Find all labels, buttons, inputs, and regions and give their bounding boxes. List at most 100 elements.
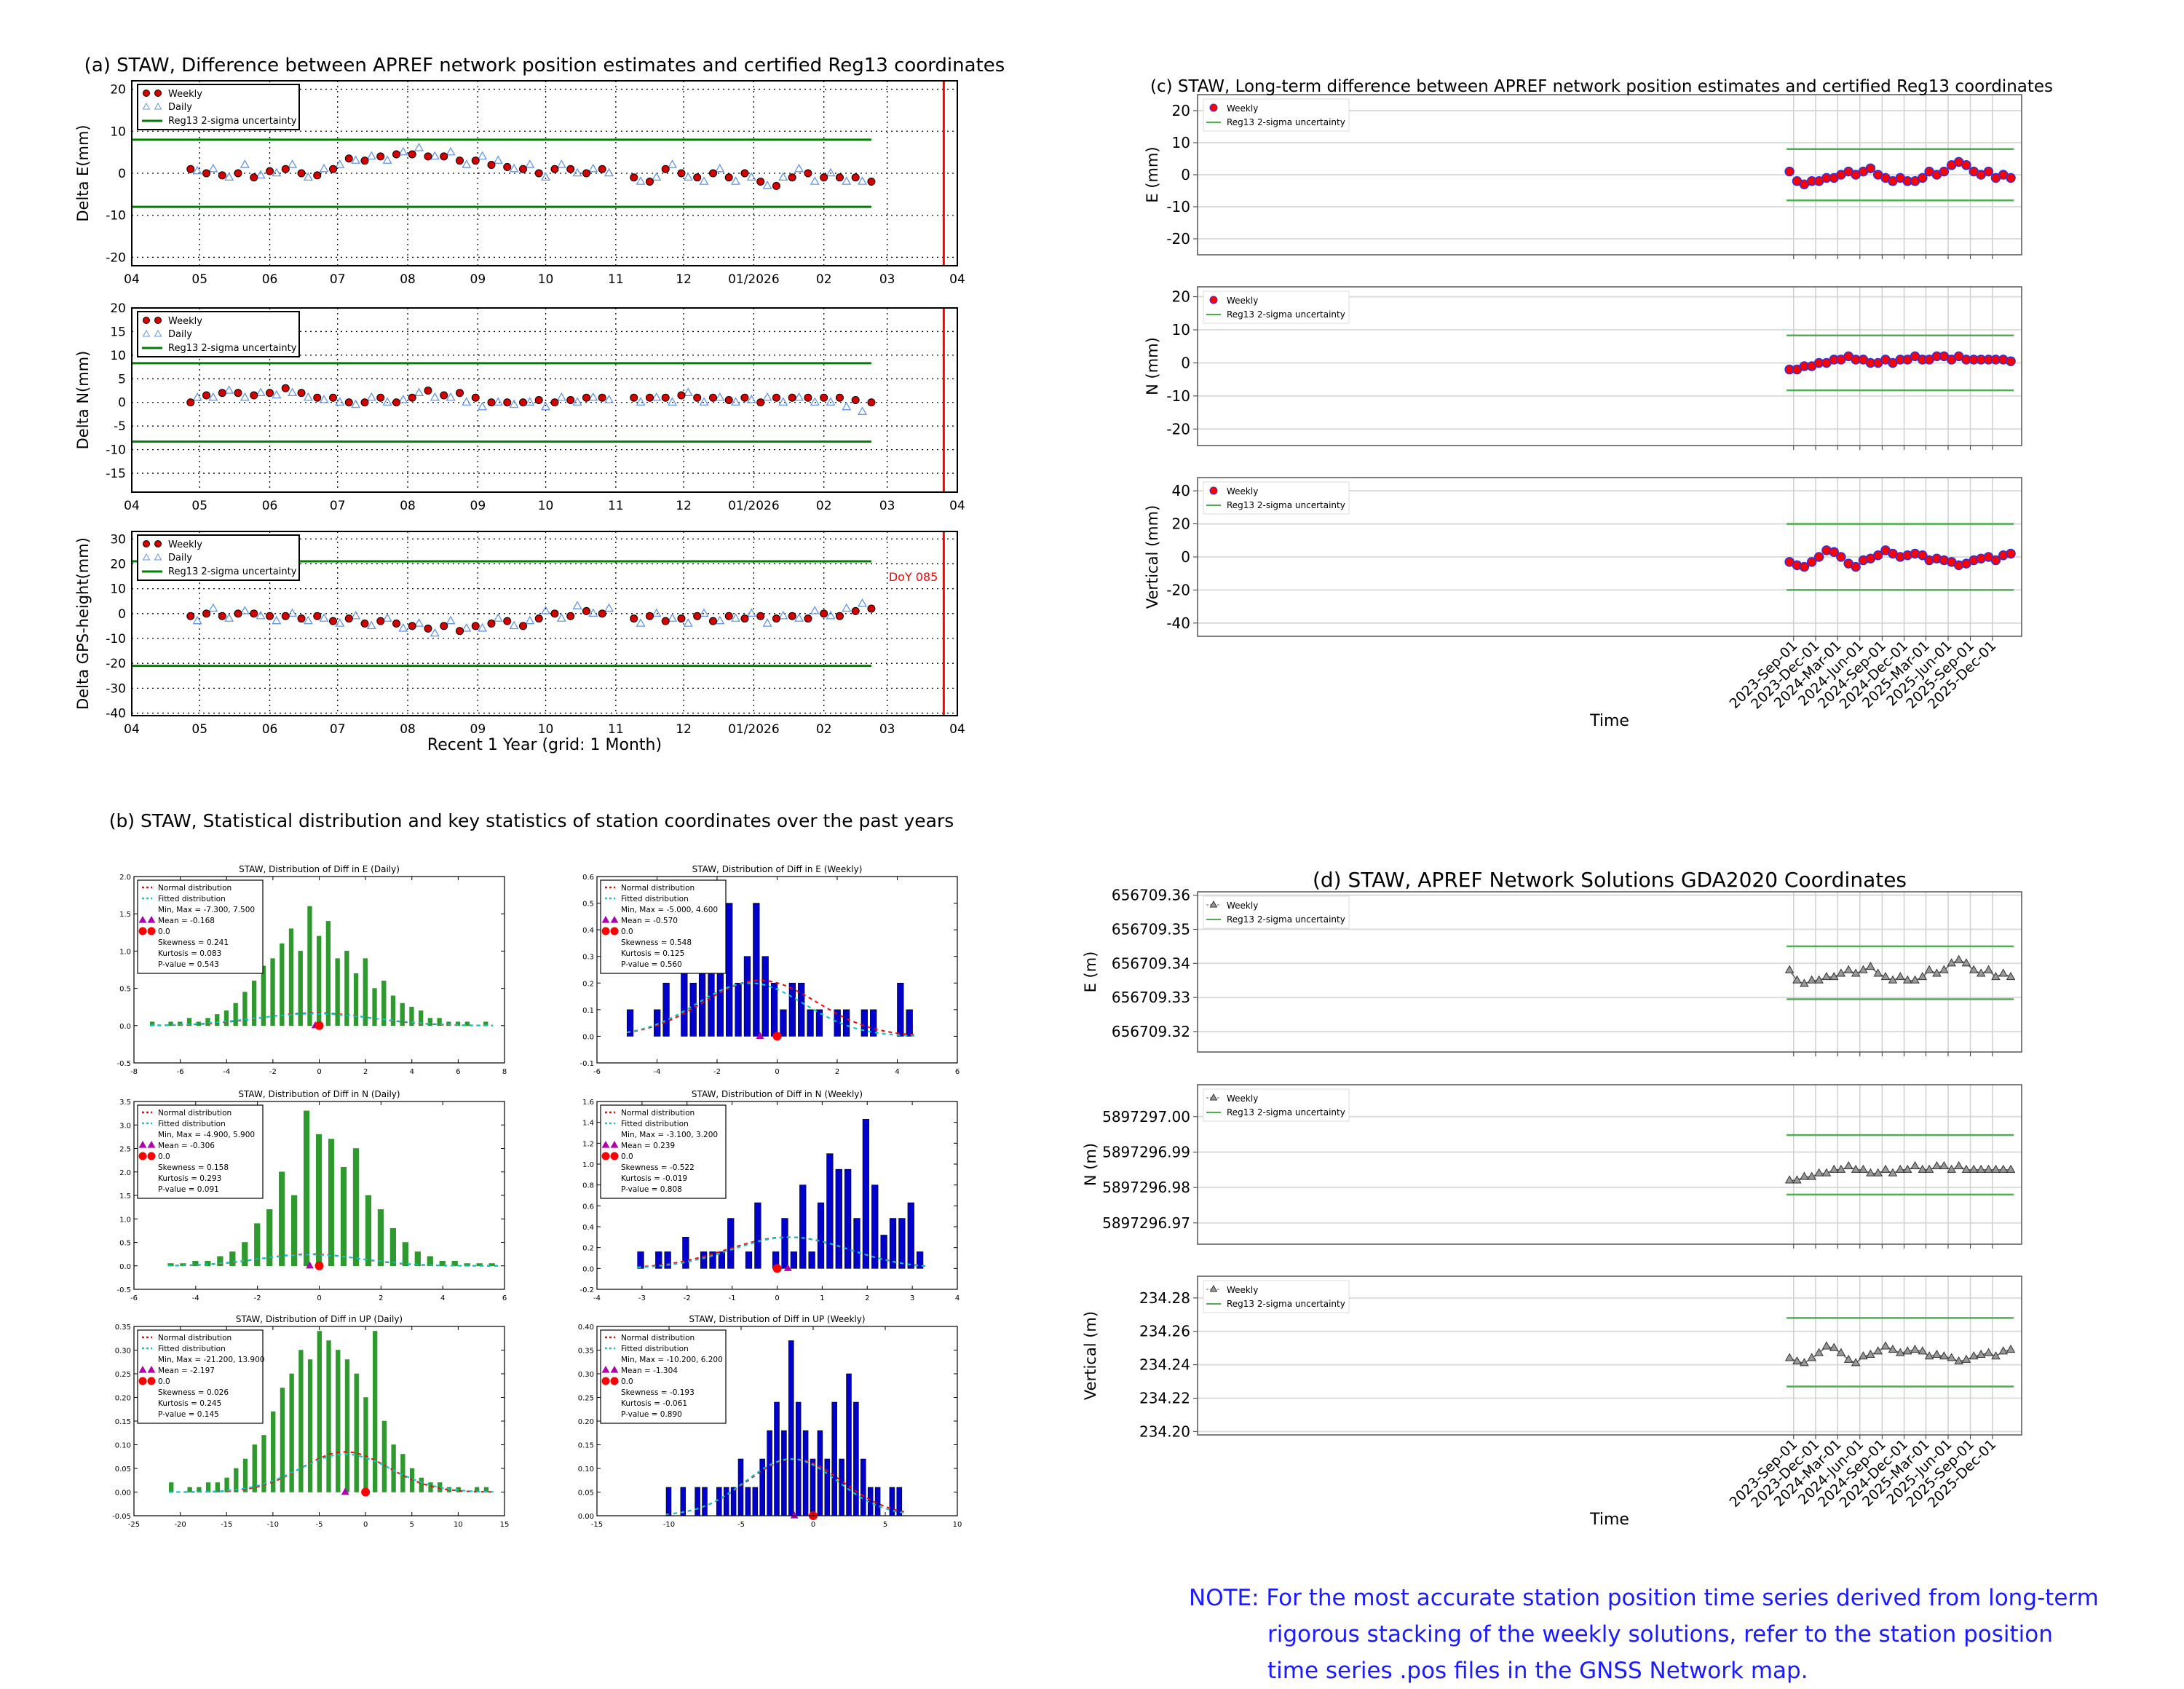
daily-point	[303, 392, 313, 401]
histogram-bar	[842, 1009, 850, 1037]
y-tick-label: 234.28	[1139, 1289, 1190, 1307]
panel-d: 656709.32 656709.33 656709.34 656709.35 6567…	[1082, 868, 2022, 1529]
y-tick-label: 0.1	[582, 1007, 594, 1015]
y-axis-label: N (m)	[1082, 1143, 1099, 1186]
histogram-bar	[242, 1458, 248, 1492]
daily-point	[668, 397, 678, 406]
legend-pvalue: P-value = 0.145	[158, 1410, 219, 1419]
legend-uncertainty: Reg13 2-sigma uncertainty	[1227, 1107, 1345, 1118]
axes-frame	[1197, 1275, 2022, 1436]
weekly-point	[1902, 1164, 1912, 1173]
y-tick-label: 3.0	[119, 1122, 131, 1130]
axes-frame	[1197, 94, 2022, 256]
legend-skewness: Skewness = 0.241	[158, 938, 229, 947]
weekly-point	[1851, 968, 1861, 977]
y-tick-label: 0.40	[578, 1324, 594, 1332]
long-term-subplot: -40-20020402023-Sep-012023-Dec-012024-Ma…	[1144, 477, 2022, 713]
legend-skewness: Skewness = -0.193	[621, 1388, 695, 1397]
daily-point	[699, 608, 709, 617]
weekly-point	[471, 157, 480, 165]
weekly-point	[582, 606, 590, 615]
fitted-distribution-curve	[627, 982, 916, 1037]
histogram-bar	[271, 1411, 276, 1492]
y-tick-label: -10	[1166, 387, 1190, 405]
weekly-marker-icon	[143, 317, 150, 324]
histogram-bar	[427, 1018, 433, 1027]
histogram-bar	[810, 1458, 816, 1516]
daily-point	[272, 167, 282, 177]
legend-kurtosis: Kurtosis = -0.061	[621, 1399, 687, 1408]
daily-point	[335, 159, 345, 168]
daily-point	[572, 167, 582, 177]
daily-point	[366, 151, 376, 160]
daily-point	[525, 615, 535, 625]
y-tick-label: 0.30	[578, 1371, 594, 1379]
weekly-point	[392, 150, 401, 159]
y-tick-label: 20	[110, 557, 126, 571]
weekly-point	[851, 173, 860, 182]
weekly-point	[1821, 1168, 1832, 1176]
weekly-point	[1799, 561, 1810, 572]
x-tick-label: 03	[879, 722, 895, 737]
weekly-point	[1866, 961, 1875, 970]
weekly-point	[1843, 1354, 1853, 1363]
legend-minmax: Min, Max = -21.200, 13.900	[158, 1356, 264, 1364]
legend-weekly: Weekly	[1227, 901, 1258, 911]
x-tick-label: -8	[130, 1068, 138, 1076]
daily-point	[414, 143, 424, 151]
y-tick-label: 0.4	[582, 927, 594, 935]
legend-zero: 0.0	[158, 1152, 170, 1161]
x-tick-label: 08	[400, 499, 416, 513]
legend-pvalue: P-value = 0.543	[158, 960, 219, 969]
weekly-point	[851, 396, 860, 404]
histogram-bar	[780, 1009, 787, 1037]
y-tick-label: 0.05	[578, 1490, 594, 1498]
mean-triangle-icon	[601, 916, 610, 923]
legend-normal: Normal distribution	[621, 1109, 695, 1118]
daily-point	[636, 618, 646, 627]
weekly-point	[1843, 965, 1853, 973]
daily-point	[398, 623, 408, 632]
x-tick-label: -6	[177, 1068, 184, 1076]
weekly-point	[202, 609, 211, 618]
y-axis-label: E (mm)	[1144, 146, 1161, 202]
histogram-bar	[325, 921, 331, 1027]
weekly-point	[1961, 1354, 1971, 1363]
histogram-bar	[735, 982, 742, 1037]
weekly-point	[550, 609, 559, 618]
histogram-bar	[752, 1487, 759, 1516]
y-tick-label: 20	[110, 83, 126, 98]
weekly-point	[1888, 975, 1898, 984]
weekly-point	[1976, 1349, 1986, 1358]
weekly-point	[2006, 1164, 2016, 1173]
histogram-bar	[419, 1477, 424, 1492]
daily-point	[478, 401, 488, 411]
histogram-bar	[860, 1009, 868, 1037]
histogram-bar	[726, 903, 733, 1037]
histogram-bar	[831, 1401, 837, 1516]
fitted-distribution-curve	[665, 1458, 904, 1516]
x-tick-label: 05	[191, 499, 207, 513]
zero-circle-icon	[147, 1152, 156, 1160]
weekly-point	[503, 162, 512, 171]
x-tick-label: -2	[254, 1294, 261, 1302]
weekly-point	[424, 624, 432, 633]
y-tick-label: 0.6	[582, 874, 594, 882]
daily-point	[462, 397, 472, 406]
histogram-bar	[846, 1373, 852, 1516]
legend-skewness: Skewness = 0.548	[621, 938, 692, 947]
weekly-marker-icon	[1209, 296, 1218, 304]
weekly-point	[1829, 1342, 1839, 1351]
histogram-bar	[737, 1458, 744, 1516]
weekly-point	[218, 171, 226, 180]
histogram-bar	[354, 1373, 359, 1492]
histogram-bar	[307, 906, 312, 1027]
histogram-bar	[192, 1261, 199, 1267]
y-axis-label: Vertical (m)	[1082, 1311, 1099, 1400]
weekly-point	[677, 169, 686, 178]
axes-frame	[1197, 1084, 2022, 1245]
weekly-point	[1814, 1168, 1824, 1176]
histogram-bar	[373, 1331, 378, 1492]
histogram-bar	[418, 1010, 424, 1027]
y-tick-label: 0.00	[578, 1513, 594, 1521]
